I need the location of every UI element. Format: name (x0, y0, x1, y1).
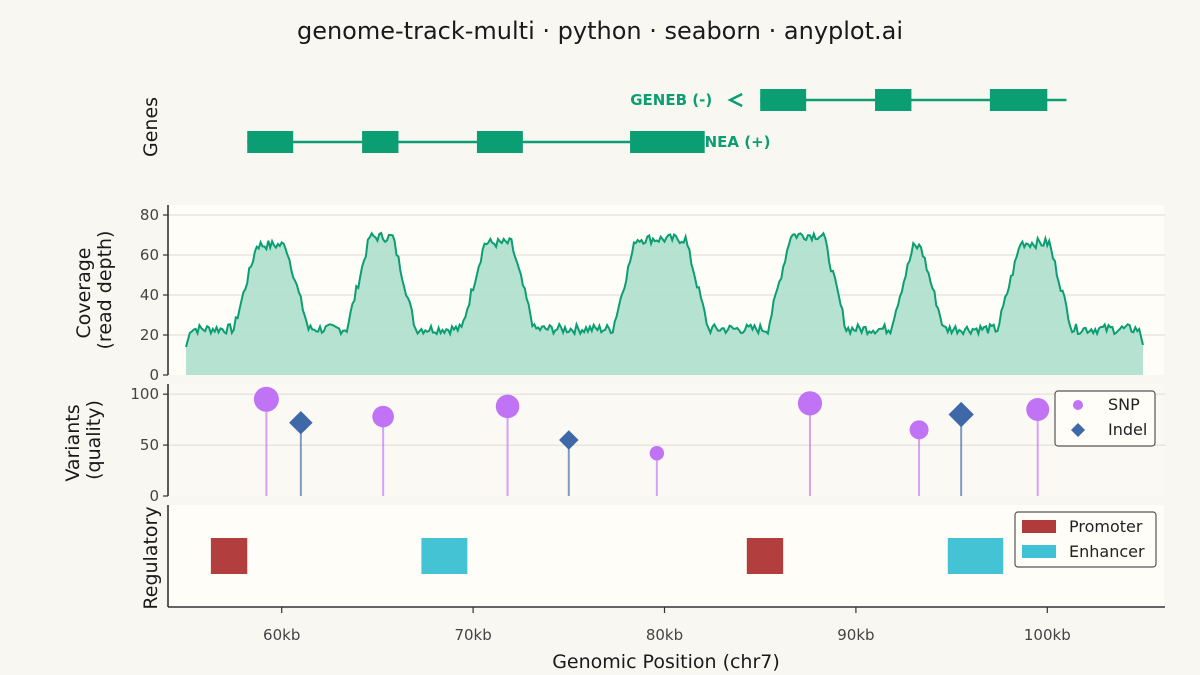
snp-marker (372, 405, 394, 428)
legend-label: Enhancer (1069, 542, 1145, 561)
gene-1: GENEA (+) (247, 131, 771, 153)
gene-0: GENEB (-) (630, 89, 1067, 111)
coverage-tick-label: 20 (140, 326, 159, 344)
coverage-tick-label: 40 (140, 286, 159, 304)
coverage-tick-label: 80 (140, 206, 159, 224)
gene-exon-2 (476, 131, 523, 153)
indel-marker (559, 430, 579, 450)
gene-label: GENEA (+) (682, 133, 770, 151)
legend-label: Indel (1108, 420, 1147, 439)
x-axis-label: Genomic Position (chr7) (552, 651, 780, 673)
promoter-region (210, 538, 248, 574)
variants-track: Variants (quality) 0 50 100 SNP Indel (62, 384, 1165, 505)
snp-marker (1026, 397, 1050, 421)
indel-marker (948, 401, 974, 428)
regulatory-legend: Promoter Enhancer (1014, 511, 1157, 568)
variants-ylabel-line2: (quality) (83, 400, 105, 480)
variants-tick-label: 50 (140, 436, 159, 454)
x-axis: Genomic Position (chr7) 60kb 70kb 80kb 90kb… (168, 606, 1165, 673)
coverage-area (186, 233, 1143, 375)
snp-marker (649, 446, 665, 461)
regulatory-track: Regulatory Promoter Enhancer (140, 505, 1164, 610)
gene-exon-3 (630, 131, 705, 153)
coverage-ylabel-line1: Coverage (73, 248, 95, 339)
promoter-region (746, 538, 784, 574)
coverage-track: Coverage (read depth) 0 20 40 60 80 (73, 205, 1165, 384)
snp-marker (253, 386, 279, 412)
genes-track-ylabel: Genes (140, 97, 162, 157)
enhancer-region (421, 538, 468, 574)
legend-indel-icon (1071, 423, 1085, 437)
variants-tick-label: 100 (130, 385, 159, 403)
regulatory-track-ylabel: Regulatory (140, 506, 162, 609)
x-tick-label: 60kb (263, 626, 300, 644)
coverage-line (185, 230, 1144, 348)
indel-marker (289, 410, 313, 435)
strand-arrow-right-icon (651, 134, 667, 150)
variants-legend: SNP Indel (1054, 390, 1156, 447)
strand-arrow-left-icon (727, 92, 743, 108)
variants-tick-label: 0 (149, 487, 159, 505)
legend-promoter-swatch (1022, 520, 1056, 533)
legend-snp-icon (1073, 400, 1083, 410)
gene-exon-0 (760, 89, 807, 111)
x-tick-label: 70kb (454, 626, 491, 644)
coverage-tick-label: 60 (140, 246, 159, 264)
gene-exon-1 (362, 131, 399, 153)
legend-enhancer-swatch (1022, 545, 1056, 558)
genes-track: Genes GENEB (-) GENEA (+) (140, 89, 1067, 157)
variants-track-ylabel: Variants (quality) (62, 398, 105, 481)
snp-marker (495, 394, 520, 419)
legend-label: SNP (1108, 395, 1140, 414)
legend-label: Promoter (1069, 517, 1143, 536)
snp-marker (909, 420, 929, 440)
coverage-tick-label: 0 (149, 366, 159, 384)
gene-exon-2 (989, 89, 1048, 111)
coverage-ylabel-line2: (read depth) (94, 231, 116, 350)
chart-title: genome-track-multi · python · seaborn · … (297, 17, 903, 45)
x-tick-label: 80kb (646, 626, 683, 644)
x-tick-label: 90kb (837, 626, 874, 644)
enhancer-region (947, 538, 1004, 574)
variants-ylabel-line1: Variants (62, 404, 84, 481)
snp-marker (797, 391, 823, 416)
variants-track-background (168, 384, 1164, 496)
gene-label: GENEB (-) (630, 91, 712, 109)
gene-exon-1 (875, 89, 912, 111)
gene-exon-0 (247, 131, 294, 153)
x-tick-label: 100kb (1024, 626, 1071, 644)
coverage-track-ylabel: Coverage (read depth) (73, 231, 116, 350)
